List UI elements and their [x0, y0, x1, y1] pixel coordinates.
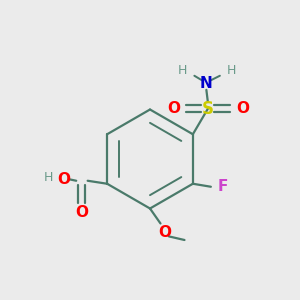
Text: O: O — [158, 225, 172, 240]
Text: O: O — [75, 205, 88, 220]
Text: H: H — [43, 171, 53, 184]
Text: O: O — [236, 101, 249, 116]
Text: N: N — [200, 76, 213, 91]
Text: F: F — [218, 179, 228, 194]
Text: S: S — [202, 100, 214, 118]
Text: O: O — [58, 172, 71, 187]
Text: H: H — [227, 64, 237, 77]
Text: H: H — [178, 64, 187, 77]
Text: O: O — [167, 101, 180, 116]
